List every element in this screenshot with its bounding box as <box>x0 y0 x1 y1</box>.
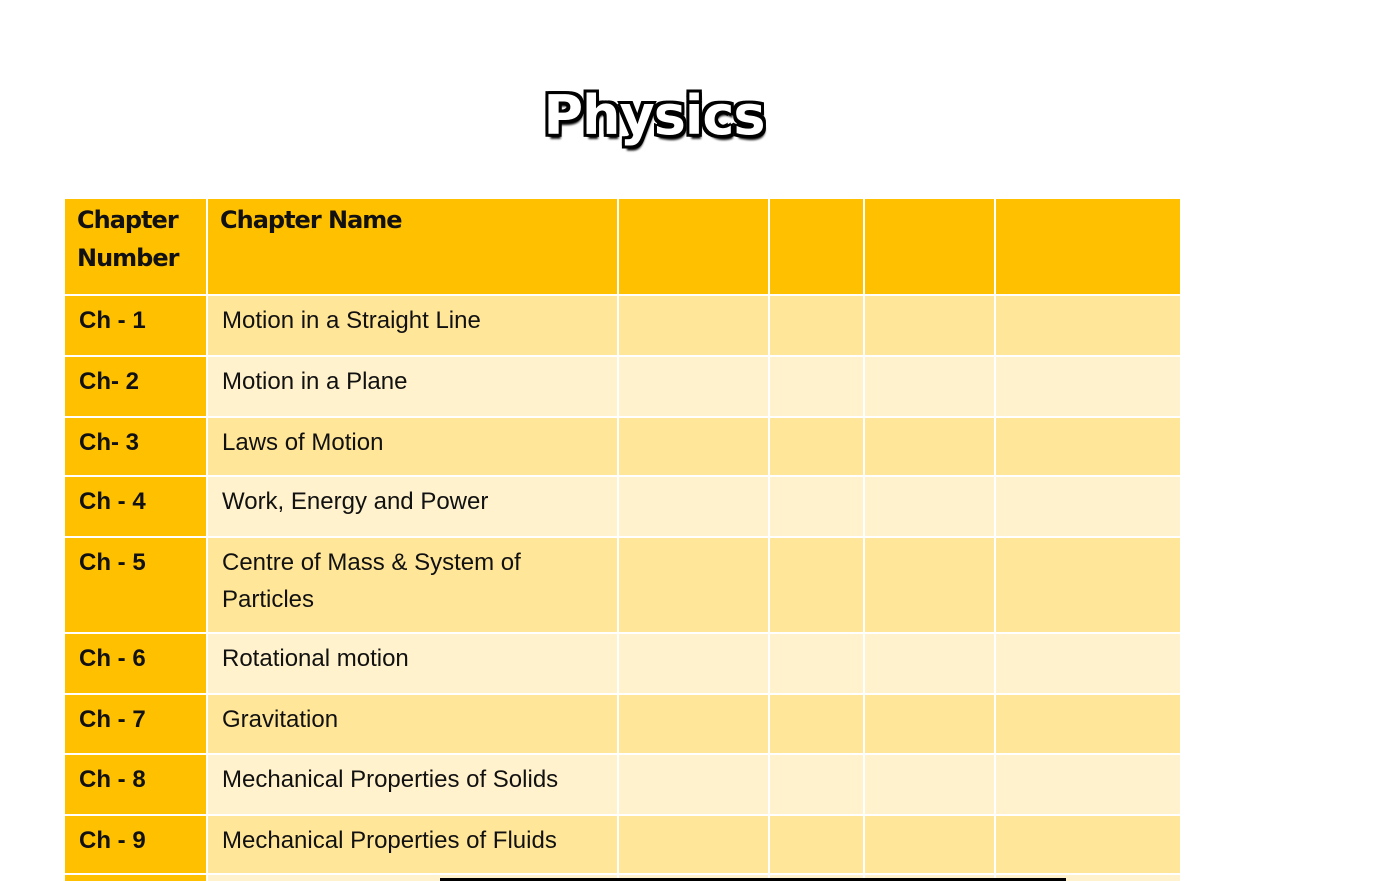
empty-cell <box>768 355 865 418</box>
empty-cell <box>617 753 770 816</box>
empty-cell <box>863 355 996 418</box>
empty-cell <box>768 693 865 755</box>
chapter-number: Ch - 8 <box>63 753 208 816</box>
empty-cell <box>768 416 865 477</box>
table-row: Ch - 10 Thermal Properties of Matter <box>63 873 1182 881</box>
chapter-name: Mechanical Properties of Fluids <box>206 814 619 875</box>
empty-cell <box>617 355 770 418</box>
chapter-name: Motion in a Plane <box>206 355 619 418</box>
empty-cell <box>768 294 865 357</box>
header-empty <box>617 197 770 296</box>
chapter-name: Work, Energy and Power <box>206 475 619 538</box>
chapter-name: Mechanical Properties of Solids <box>206 753 619 816</box>
empty-cell <box>768 753 865 816</box>
page-title: Physics <box>543 84 765 147</box>
chapter-name: Centre of Mass & System of Particles <box>206 536 619 634</box>
empty-cell <box>617 536 770 634</box>
table-row: Ch - 4 Work, Energy and Power <box>63 475 1182 538</box>
table-row: Ch - 1 Motion in a Straight Line <box>63 294 1182 357</box>
table-row: Ch- 3 Laws of Motion <box>63 416 1182 477</box>
header-empty <box>863 197 996 296</box>
chapter-number: Ch - 9 <box>63 814 208 875</box>
header-chapter-number: Chapter Number <box>63 197 208 296</box>
chapter-name: Rotational motion <box>206 632 619 695</box>
empty-cell <box>994 753 1182 816</box>
empty-cell <box>617 814 770 875</box>
empty-cell <box>863 475 996 538</box>
empty-cell <box>994 416 1182 477</box>
empty-cell <box>994 475 1182 538</box>
chapter-number: Ch - 6 <box>63 632 208 695</box>
chapter-name: Thermal Properties of Matter <box>206 873 619 881</box>
chapter-number: Ch - 7 <box>63 693 208 755</box>
empty-cell <box>863 753 996 816</box>
empty-cell <box>768 814 865 875</box>
chapter-number: Ch - 1 <box>63 294 208 357</box>
chapter-number: Ch - 10 <box>63 873 208 881</box>
header-empty <box>994 197 1182 296</box>
chapter-number: Ch - 5 <box>63 536 208 634</box>
empty-cell <box>863 693 996 755</box>
header-empty <box>768 197 865 296</box>
empty-cell <box>994 536 1182 634</box>
chapter-name: Motion in a Straight Line <box>206 294 619 357</box>
empty-cell <box>994 873 1182 881</box>
empty-cell <box>768 536 865 634</box>
empty-cell <box>994 632 1182 695</box>
empty-cell <box>617 632 770 695</box>
table-row: Ch - 7 Gravitation <box>63 693 1182 755</box>
empty-cell <box>617 416 770 477</box>
empty-cell <box>768 475 865 538</box>
table-row: Ch - 8 Mechanical Properties of Solids <box>63 753 1182 816</box>
empty-cell <box>994 814 1182 875</box>
empty-cell <box>768 873 865 881</box>
empty-cell <box>994 693 1182 755</box>
chapter-name: Gravitation <box>206 693 619 755</box>
empty-cell <box>617 294 770 357</box>
empty-cell <box>994 294 1182 357</box>
chapter-number: Ch- 3 <box>63 416 208 477</box>
empty-cell <box>617 693 770 755</box>
empty-cell <box>994 355 1182 418</box>
table-row: Ch- 2 Motion in a Plane <box>63 355 1182 418</box>
chapter-name: Laws of Motion <box>206 416 619 477</box>
chapters-table: Chapter Number Chapter Name Ch - 1 Motio… <box>63 197 1182 881</box>
table-row: Ch - 9 Mechanical Properties of Fluids <box>63 814 1182 875</box>
table-row: Ch - 5 Centre of Mass & System of Partic… <box>63 536 1182 634</box>
empty-cell <box>863 536 996 634</box>
empty-cell <box>863 632 996 695</box>
empty-cell <box>617 873 770 881</box>
empty-cell <box>863 814 996 875</box>
empty-cell <box>863 294 996 357</box>
chapter-number: Ch- 2 <box>63 355 208 418</box>
table-header-row: Chapter Number Chapter Name <box>63 197 1182 296</box>
empty-cell <box>617 475 770 538</box>
overlay-bar <box>440 878 1066 881</box>
header-chapter-name: Chapter Name <box>206 197 619 296</box>
table-row: Ch - 6 Rotational motion <box>63 632 1182 695</box>
empty-cell <box>863 416 996 477</box>
empty-cell <box>768 632 865 695</box>
chapter-number: Ch - 4 <box>63 475 208 538</box>
empty-cell <box>863 873 996 881</box>
